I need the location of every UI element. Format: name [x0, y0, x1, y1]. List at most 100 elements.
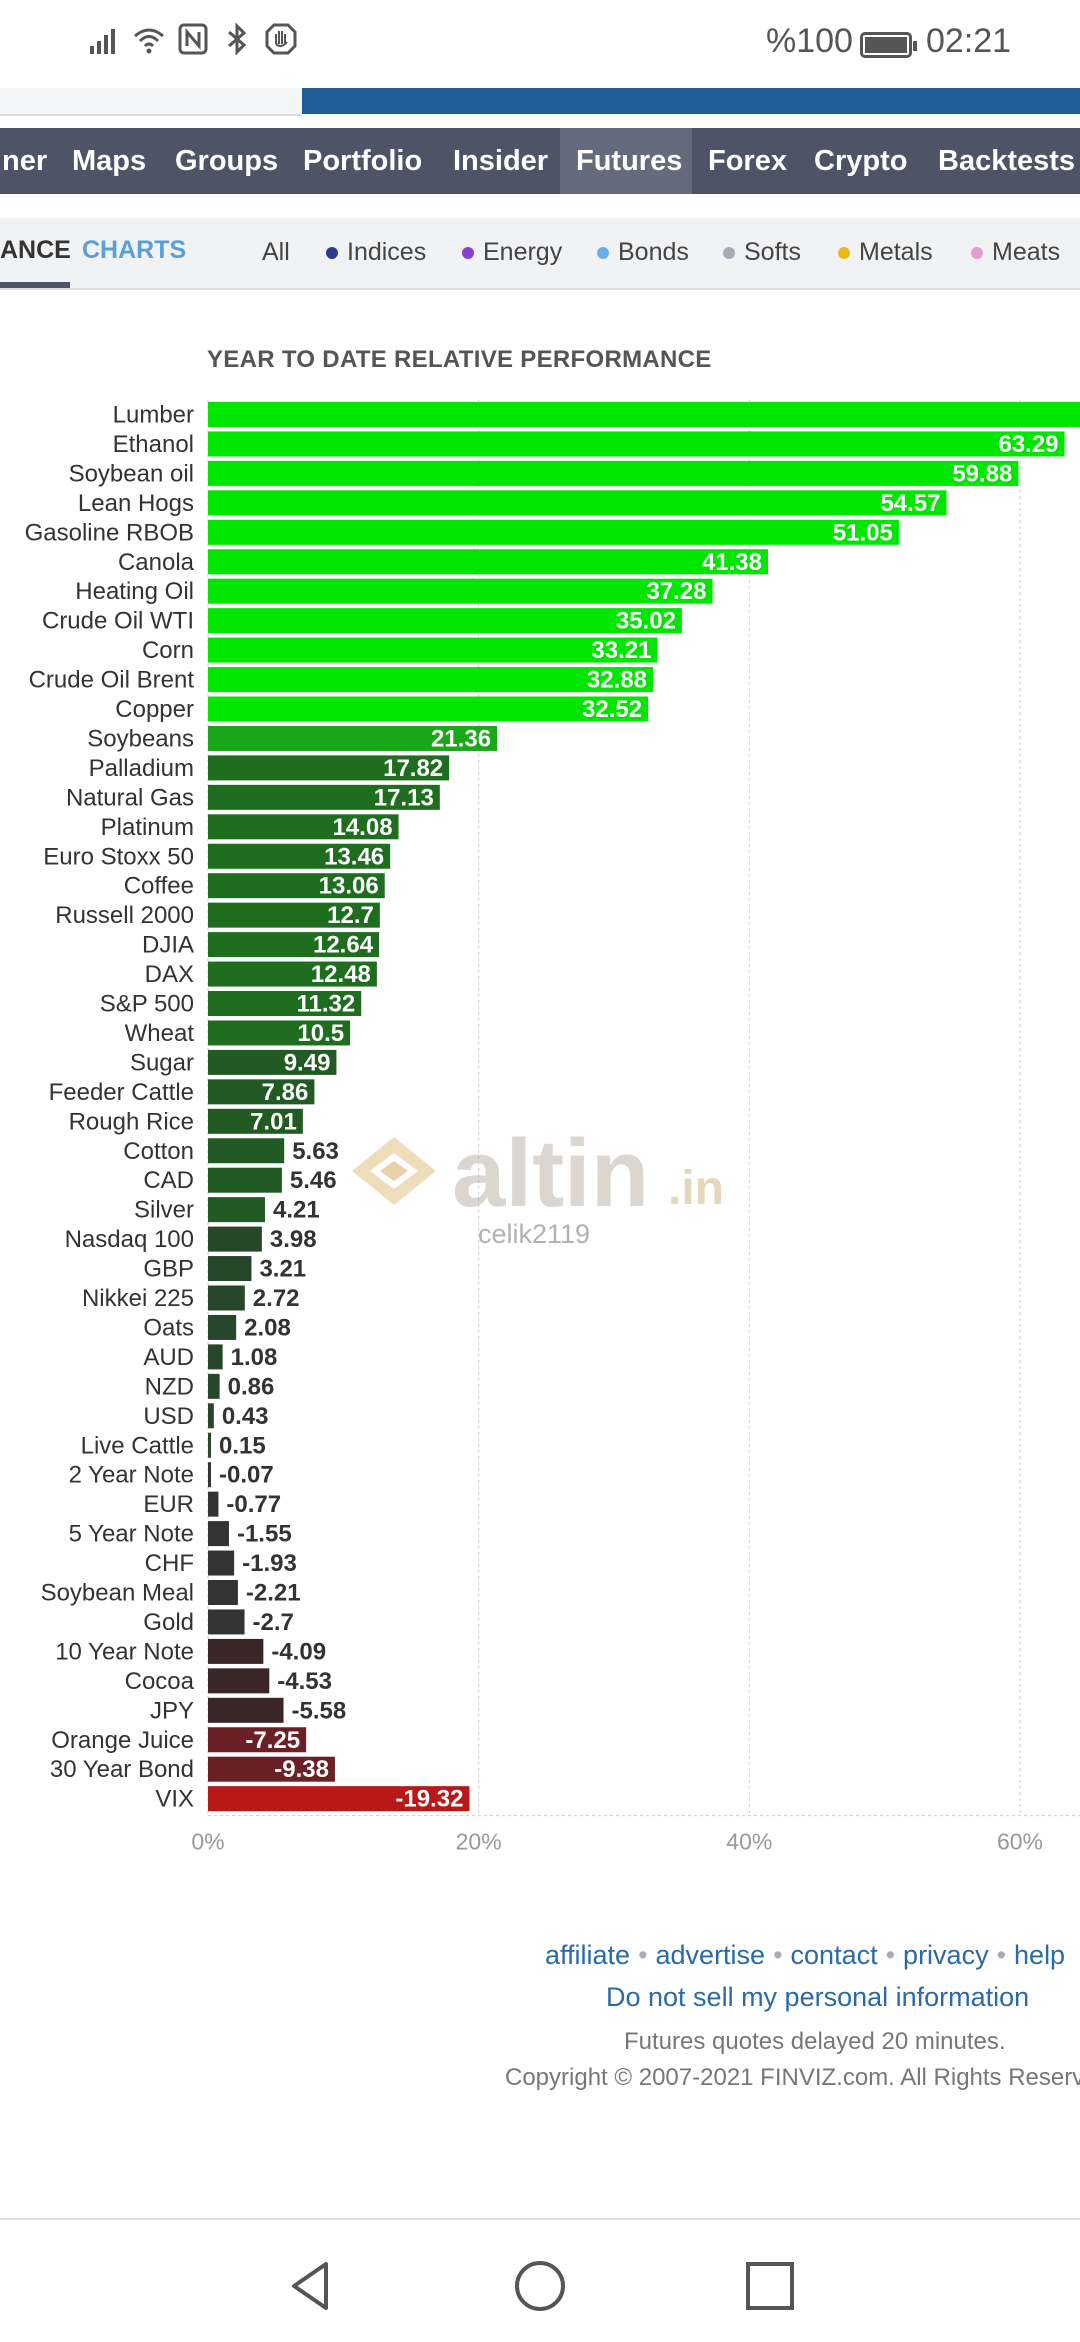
- nav-item-futures[interactable]: Futures: [560, 128, 692, 194]
- footer-links: affiliate • advertise • contact • privacy • help: [545, 1940, 1065, 1971]
- category-label: Nasdaq 100: [65, 1226, 194, 1253]
- filter-indices[interactable]: Indices: [326, 238, 426, 267]
- bar: [208, 1197, 265, 1223]
- bar: [208, 1344, 223, 1370]
- category-label: Lean Hogs: [78, 490, 194, 517]
- value-label: 17.13: [374, 784, 434, 811]
- bar: [208, 1727, 307, 1753]
- bar: [208, 1226, 262, 1252]
- value-label: -5.58: [292, 1697, 347, 1724]
- nav-item-forex[interactable]: Forex: [708, 145, 787, 177]
- nav-item-insider[interactable]: Insider: [453, 145, 549, 177]
- x-tick-label: 20%: [456, 1829, 502, 1855]
- category-label: Oats: [143, 1314, 194, 1341]
- nav-item-maps[interactable]: Maps: [72, 145, 147, 177]
- bar: [208, 1079, 315, 1105]
- filter-label: Softs: [744, 238, 801, 266]
- category-label: 2 Year Note: [69, 1462, 194, 1489]
- bluetooth-icon: [220, 22, 254, 56]
- value-label: -2.7: [253, 1609, 294, 1636]
- value-label: 63.29: [998, 431, 1058, 458]
- bar: [208, 755, 450, 781]
- bar: [208, 725, 498, 751]
- category-label: CHF: [145, 1550, 194, 1577]
- filter-energy[interactable]: Energy: [462, 238, 562, 267]
- watermark-brand: altin: [452, 1120, 650, 1227]
- bar: [208, 608, 682, 634]
- bar: [208, 1638, 264, 1664]
- value-label: -4.53: [277, 1668, 332, 1695]
- filter-metals[interactable]: Metals: [838, 238, 933, 267]
- separator-dot: •: [885, 1940, 896, 1970]
- filter-meats[interactable]: Meats: [971, 238, 1060, 267]
- bar: [208, 1432, 211, 1458]
- category-label: Cocoa: [125, 1668, 195, 1695]
- value-label: 7.86: [262, 1079, 309, 1106]
- nav-item-backtests[interactable]: Backtests: [938, 145, 1076, 177]
- bar: [208, 1491, 219, 1517]
- watermark-suffix: .in: [668, 1162, 724, 1215]
- bonds-dot-icon: [597, 246, 609, 259]
- value-label: 13.06: [319, 873, 379, 900]
- category-label: Sugar: [130, 1049, 194, 1076]
- filter-label: Bonds: [618, 238, 689, 266]
- nav-item-portfolio[interactable]: Portfolio: [303, 145, 423, 177]
- category-label: Platinum: [101, 814, 194, 841]
- category-label: Silver: [134, 1197, 194, 1224]
- value-label: -2.21: [246, 1580, 301, 1607]
- value-label: 4.21: [273, 1197, 320, 1224]
- chart-title: YEAR TO DATE RELATIVE PERFORMANCE: [207, 346, 712, 373]
- metals-dot-icon: [838, 246, 850, 259]
- battery-icon: [860, 32, 917, 58]
- tab-performance[interactable]: ANCE: [0, 236, 71, 264]
- recents-icon[interactable]: [742, 2258, 798, 2314]
- active-tab-indicator: [0, 282, 70, 288]
- tab-charts[interactable]: CHARTS: [82, 236, 187, 264]
- value-label: 10.5: [297, 1020, 344, 1047]
- category-label: Soybean Meal: [41, 1580, 194, 1607]
- bar: [208, 1697, 284, 1723]
- category-label: Canola: [118, 549, 195, 576]
- category-label: Gasoline RBOB: [25, 519, 194, 546]
- bar: [208, 1609, 245, 1635]
- value-label: 54.57: [880, 490, 940, 517]
- category-label: Gold: [143, 1609, 194, 1636]
- footer-link-privacy[interactable]: privacy: [903, 1940, 989, 1970]
- wifi-icon: [132, 22, 166, 56]
- footer-link-do-not-sell[interactable]: Do not sell my personal information: [606, 1982, 1030, 2012]
- category-label: 5 Year Note: [69, 1521, 194, 1548]
- category-label: S&P 500: [100, 991, 194, 1018]
- value-label: 5.46: [290, 1167, 337, 1194]
- category-label: Copper: [115, 696, 194, 723]
- filter-bonds[interactable]: Bonds: [597, 238, 689, 267]
- back-icon[interactable]: [282, 2258, 338, 2314]
- footer-link-affiliate[interactable]: affiliate: [545, 1940, 631, 1970]
- nav-item-groups[interactable]: Groups: [175, 145, 279, 177]
- value-label: 11.32: [296, 991, 355, 1018]
- category-label: DJIA: [142, 932, 194, 959]
- filter-softs[interactable]: Softs: [723, 238, 801, 267]
- home-icon[interactable]: [512, 2258, 568, 2314]
- bar: [208, 991, 362, 1016]
- category-label: Crude Oil Brent: [29, 667, 195, 694]
- hand-icon: [264, 22, 298, 56]
- nav-item-screener[interactable]: ner: [2, 145, 48, 177]
- category-label: DAX: [145, 961, 194, 988]
- nav-item-crypto[interactable]: Crypto: [814, 145, 908, 177]
- bar: [208, 549, 769, 575]
- footer-link-help[interactable]: help: [1014, 1940, 1066, 1970]
- category-label: Natural Gas: [66, 784, 194, 811]
- bar: [208, 961, 377, 987]
- value-label: 13.46: [324, 843, 384, 870]
- footer-link-contact[interactable]: contact: [790, 1940, 878, 1970]
- footer-link-advertise[interactable]: advertise: [655, 1940, 766, 1970]
- category-label: Crude Oil WTI: [42, 608, 194, 635]
- category-label: Corn: [142, 637, 194, 664]
- value-label: 32.52: [582, 696, 642, 723]
- filter-all[interactable]: All: [262, 238, 290, 267]
- bar: [208, 490, 947, 516]
- status-icons: [88, 22, 298, 56]
- value-label: 51.05: [833, 519, 893, 546]
- category-label: Coffee: [124, 873, 194, 900]
